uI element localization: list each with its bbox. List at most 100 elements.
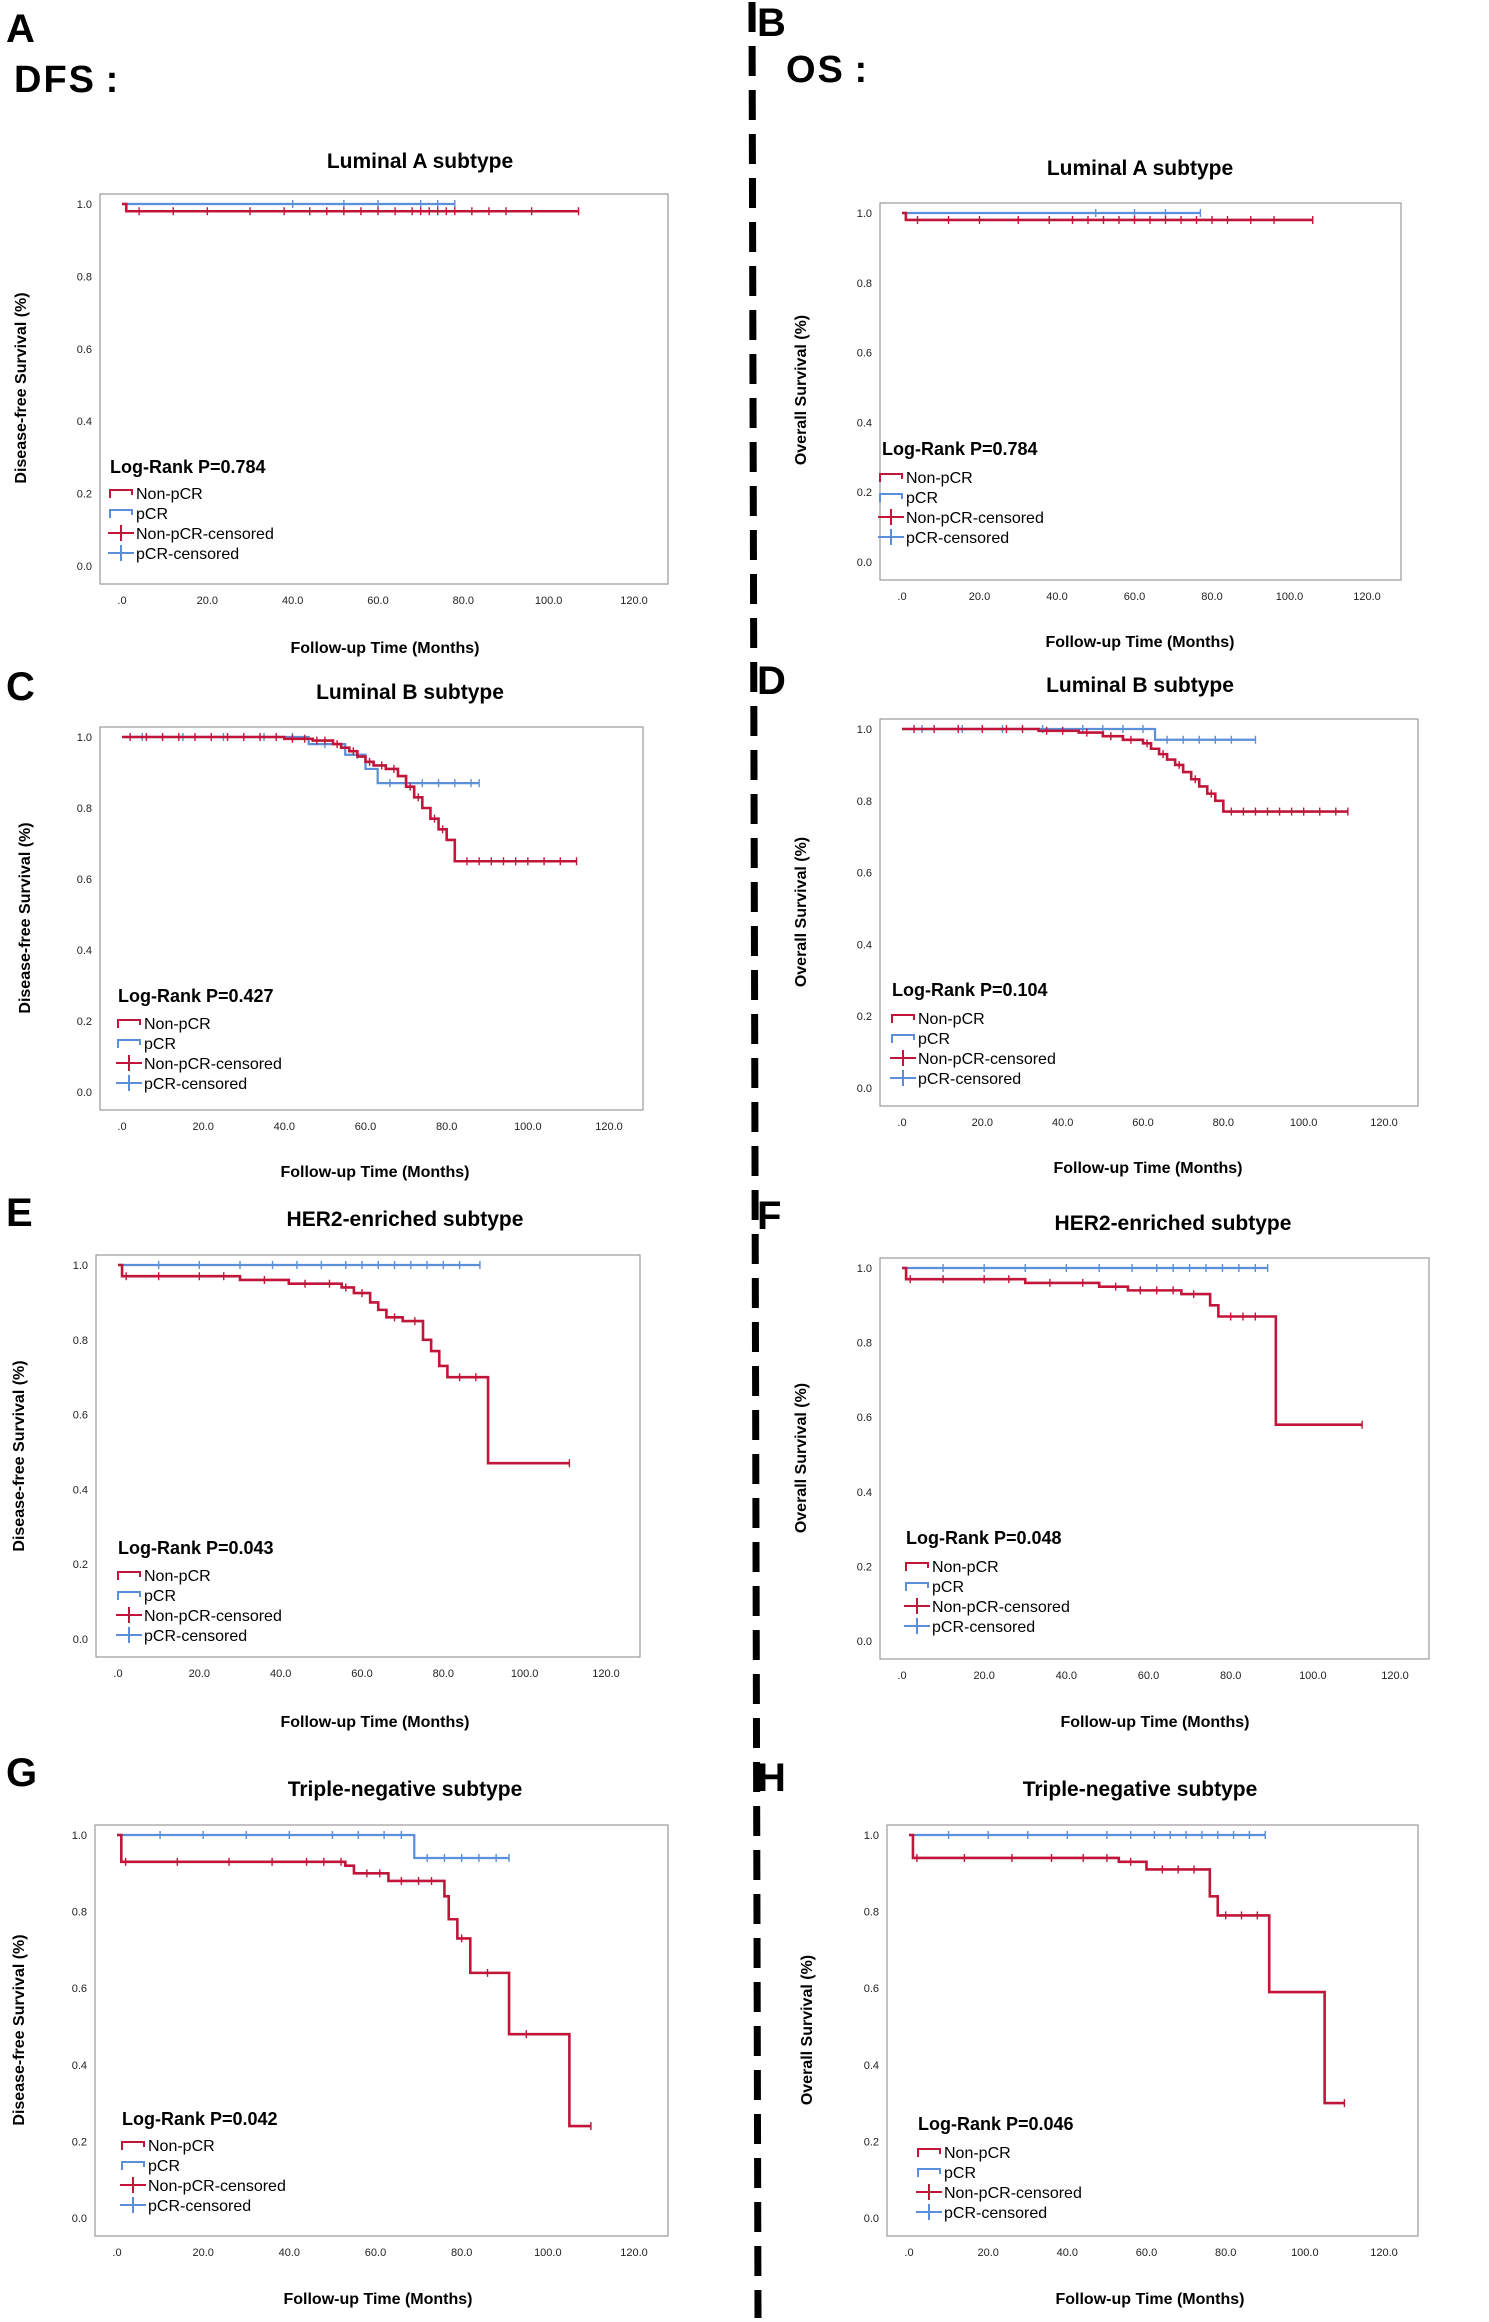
panel-f: F HER2-enriched subtype 0.0 0.2 0.4 0.6 0.8 1.0…	[757, 1194, 1430, 1731]
legend-label: Non-pCR-censored	[944, 2185, 1082, 2202]
legend-step-symbol	[121, 2161, 145, 2170]
plot-frame	[94, 1824, 669, 2237]
y-tick-label: 0.0	[857, 1083, 872, 1095]
x-axis-label: Follow-up Time (Months)	[280, 1714, 469, 1731]
x-tick-label: 120.0	[592, 1668, 620, 1680]
nonpcr-survival-curve	[909, 1833, 1345, 2105]
legend-item: Non-pCR	[121, 2138, 215, 2155]
x-axis-label: Follow-up Time (Months)	[283, 2291, 472, 2308]
legend-label: pCR-censored	[148, 2198, 251, 2215]
legend-label: Non-pCR	[932, 1559, 999, 1576]
legend-step-symbol	[905, 1562, 929, 1571]
x-tick-label: 80.0	[433, 1668, 454, 1680]
legend-item: Non-pCR	[917, 2145, 1011, 2162]
log-rank-label: Log-Rank P=0.104	[892, 980, 1048, 1000]
column-divider	[748, 1, 762, 2319]
panel-e: E HER2-enriched subtype 0.0 0.2 0.4 0.6 0.8 1.0…	[6, 1191, 641, 1731]
legend-step-symbol	[109, 489, 133, 498]
y-axis-label: Disease-free Survival (%)	[11, 1934, 28, 2125]
x-tick-label: 40.0	[1046, 591, 1067, 603]
x-tick-label: 120.0	[1370, 1117, 1398, 1129]
y-tick-label: 0.4	[857, 939, 872, 951]
panel-letter: E	[6, 1191, 33, 1235]
y-tick-label: 0.6	[73, 1410, 88, 1422]
y-tick-label: 0.4	[77, 945, 92, 957]
legend-label: pCR	[944, 2165, 976, 2182]
legend-label: pCR-censored	[144, 1628, 247, 1645]
log-rank-label: Log-Rank P=0.046	[918, 2114, 1074, 2134]
x-tick-label: 40.0	[282, 595, 303, 607]
legend-label: Non-pCR	[918, 1011, 985, 1028]
legend-item: Non-pCR	[879, 470, 973, 487]
x-tick-label: 100.0	[1290, 1117, 1318, 1129]
chart-title: Luminal A subtype	[1047, 157, 1233, 180]
panel-letter: D	[757, 659, 786, 703]
legend-label: Non-pCR	[906, 470, 973, 487]
pcr-survival-curve	[122, 735, 480, 785]
legend-item: Non-pCR-censored	[120, 2177, 286, 2195]
log-rank-label: Log-Rank P=0.048	[906, 1528, 1062, 1548]
legend-label: pCR-censored	[918, 1071, 1021, 1088]
nonpcr-survival-curve	[902, 211, 1313, 222]
legend-item: Non-pCR	[891, 1011, 985, 1028]
y-tick-label: 1.0	[73, 1260, 88, 1272]
legend-item: pCR-censored	[878, 529, 1009, 547]
legend-item: pCR-censored	[890, 1070, 1021, 1088]
x-axis-label: Follow-up Time (Months)	[1055, 2291, 1244, 2308]
x-tick-label: 120.0	[620, 595, 648, 607]
x-tick-label: 20.0	[192, 1121, 213, 1133]
legend-label: pCR	[932, 1579, 964, 1596]
log-rank-label: Log-Rank P=0.784	[882, 439, 1038, 459]
y-tick-label: 0.8	[77, 271, 92, 283]
y-tick-label: 0.4	[72, 2060, 87, 2072]
legend-step-symbol	[891, 1014, 915, 1023]
legend-step-symbol	[917, 2168, 941, 2177]
x-tick-label: 60.0	[1124, 591, 1145, 603]
x-tick-label: 60.0	[365, 2247, 386, 2259]
y-axis-label: Overall Survival (%)	[793, 1383, 810, 1533]
x-tick-label: 100.0	[534, 2247, 562, 2259]
y-tick-label: 0.2	[77, 1016, 92, 1028]
legend-label: pCR	[918, 1031, 950, 1048]
y-tick-label: 1.0	[857, 1263, 872, 1275]
panel-letter: G	[6, 1751, 37, 1795]
legend-step-symbol	[917, 2148, 941, 2157]
legend-label: Non-pCR-censored	[136, 526, 274, 543]
nonpcr-survival-curve	[122, 202, 579, 213]
y-tick-label: 0.4	[73, 1484, 88, 1496]
y-tick-label: 0.8	[73, 1335, 88, 1347]
panel-h: H Triple-negative subtype 0.0 0.2 0.4 0.6 0.8 1…	[757, 1756, 1419, 2308]
x-tick-label: 20.0	[972, 1117, 993, 1129]
panel-d: D Luminal B subtype 0.0 0.2 0.4 0.6 0.8 1.0 .0 20…	[757, 659, 1419, 1177]
y-tick-label: 0.2	[73, 1559, 88, 1571]
y-axis-label: Overall Survival (%)	[793, 837, 810, 987]
x-tick-label: 40.0	[1057, 2247, 1078, 2259]
x-tick-label: 20.0	[969, 591, 990, 603]
legend-label: pCR	[144, 1036, 176, 1053]
x-tick-label: .0	[113, 1668, 122, 1680]
x-tick-label: .0	[112, 2247, 121, 2259]
legend-label: pCR-censored	[944, 2205, 1047, 2222]
panel-letter: A	[6, 7, 35, 51]
y-tick-label: 0.0	[857, 1636, 872, 1648]
nonpcr-survival-curve	[117, 1833, 591, 2128]
legend-label: Non-pCR-censored	[932, 1599, 1070, 1616]
y-tick-label: 0.4	[857, 1487, 872, 1499]
legend-step-symbol	[879, 473, 903, 482]
y-tick-label: 0.6	[857, 348, 872, 360]
x-axis-label: Follow-up Time (Months)	[1045, 634, 1234, 651]
legend-label: pCR	[136, 506, 168, 523]
x-tick-label: .0	[897, 591, 906, 603]
x-tick-label: .0	[897, 1670, 906, 1682]
legend-item: pCR	[117, 1036, 176, 1053]
legend-label: Non-pCR-censored	[918, 1051, 1056, 1068]
x-tick-label: 80.0	[1220, 1670, 1241, 1682]
legend-item: pCR	[917, 2165, 976, 2182]
chart-title: Luminal B subtype	[1046, 674, 1234, 697]
chart-title: HER2-enriched subtype	[287, 1208, 524, 1231]
y-axis-label: Disease-free Survival (%)	[11, 1360, 28, 1551]
legend-item: pCR	[117, 1588, 176, 1605]
legend-item: Non-pCR-censored	[108, 525, 274, 543]
chart-title: Luminal A subtype	[327, 150, 513, 173]
plot-frame	[95, 1254, 641, 1658]
